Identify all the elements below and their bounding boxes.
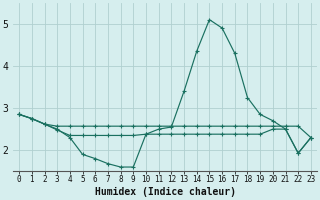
- X-axis label: Humidex (Indice chaleur): Humidex (Indice chaleur): [94, 187, 236, 197]
